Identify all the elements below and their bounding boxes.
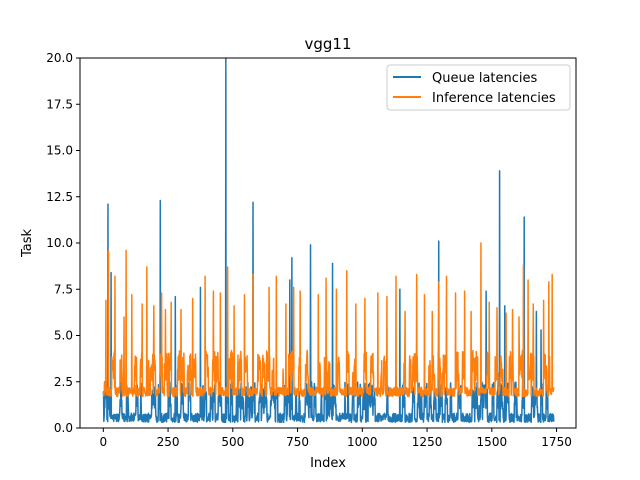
legend-label-queue: Queue latencies (432, 71, 538, 86)
legend-label-inference: Inference latencies (432, 91, 556, 106)
x-axis-label: Index (310, 456, 346, 471)
x-axis: 0 250 500 750 1000 1250 1500 1750 (99, 428, 572, 449)
x-tick-label: 750 (286, 435, 309, 449)
y-axis-label: Task (20, 229, 35, 259)
y-tick-label: 17.5 (46, 97, 73, 111)
x-tick-label: 1750 (541, 435, 572, 449)
x-tick-label: 0 (99, 435, 107, 449)
y-tick-label: 5.0 (54, 329, 73, 343)
x-tick-label: 1500 (477, 435, 508, 449)
y-axis: 0.0 2.5 5.0 7.5 10.0 12.5 15.0 17.5 20.0 (46, 51, 80, 435)
y-tick-label: 20.0 (46, 51, 73, 65)
x-tick-label: 1000 (347, 435, 378, 449)
x-tick-label: 500 (221, 435, 244, 449)
series-layer (102, 58, 555, 424)
chart-title: vgg11 (304, 35, 351, 53)
y-tick-label: 2.5 (54, 375, 73, 389)
y-tick-label: 7.5 (54, 282, 73, 296)
legend-box (386, 64, 571, 111)
series-line-queue-latencies (102, 58, 555, 424)
y-tick-label: 10.0 (46, 236, 73, 250)
legend: Queue latencies Inference latencies (386, 64, 571, 111)
x-tick-label: 1250 (412, 435, 443, 449)
x-tick-label: 250 (157, 435, 180, 449)
y-tick-label: 12.5 (46, 190, 73, 204)
y-tick-label: 15.0 (46, 144, 73, 158)
series-line-inference-latencies (102, 242, 555, 398)
y-tick-label: 0.0 (54, 421, 73, 435)
